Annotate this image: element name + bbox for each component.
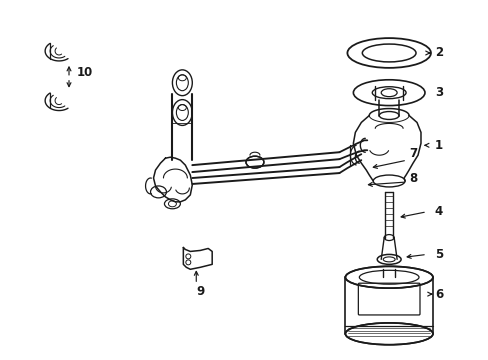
Text: 8: 8 <box>408 171 416 185</box>
Text: 7: 7 <box>408 147 416 160</box>
Ellipse shape <box>345 266 432 288</box>
Text: 2: 2 <box>434 46 442 59</box>
Text: 6: 6 <box>434 288 442 301</box>
Text: 3: 3 <box>434 86 442 99</box>
Text: 10: 10 <box>77 66 93 79</box>
Text: 5: 5 <box>434 248 442 261</box>
Text: 4: 4 <box>434 205 442 218</box>
Text: 1: 1 <box>434 139 442 152</box>
Text: 9: 9 <box>196 285 204 298</box>
Ellipse shape <box>345 323 432 345</box>
Ellipse shape <box>245 156 264 168</box>
